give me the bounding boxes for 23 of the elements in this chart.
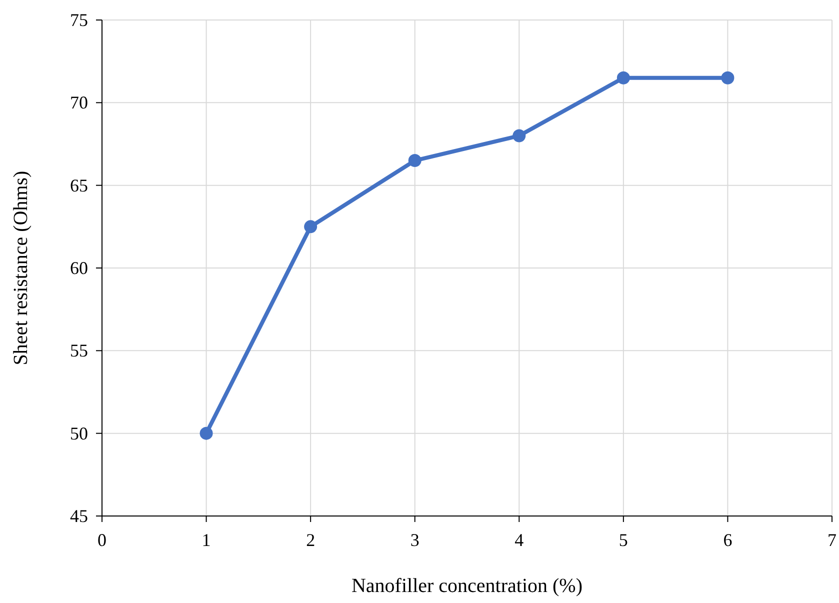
y-axis-title: Sheet resistance (Ohms) — [10, 170, 32, 366]
point — [616, 71, 630, 84]
x-tick-label: 1 — [202, 530, 211, 550]
x-tick-label: 5 — [618, 530, 628, 550]
y-tick-label: 75 — [70, 10, 88, 30]
point — [200, 426, 213, 440]
x-tick-label: 7 — [828, 530, 836, 550]
y-tick-label: 55 — [70, 340, 88, 361]
y-tick-label: 45 — [70, 506, 88, 526]
y-tick-label: 50 — [70, 423, 88, 444]
x-tick-label: 2 — [306, 530, 316, 550]
point — [408, 154, 422, 168]
x-tick-label: 0 — [98, 530, 106, 550]
point — [721, 71, 734, 84]
point — [512, 129, 526, 142]
x-tick-label: 4 — [514, 530, 524, 550]
y-tick-label: 70 — [70, 92, 88, 113]
x-tick-label: 3 — [410, 530, 420, 550]
y-tick-label: 65 — [70, 175, 88, 196]
y-tick-label: 60 — [70, 258, 88, 278]
x-axis-title: Nanofiller concentration (%) — [351, 575, 583, 597]
x-tick-label: 6 — [723, 530, 732, 550]
point — [304, 220, 318, 234]
